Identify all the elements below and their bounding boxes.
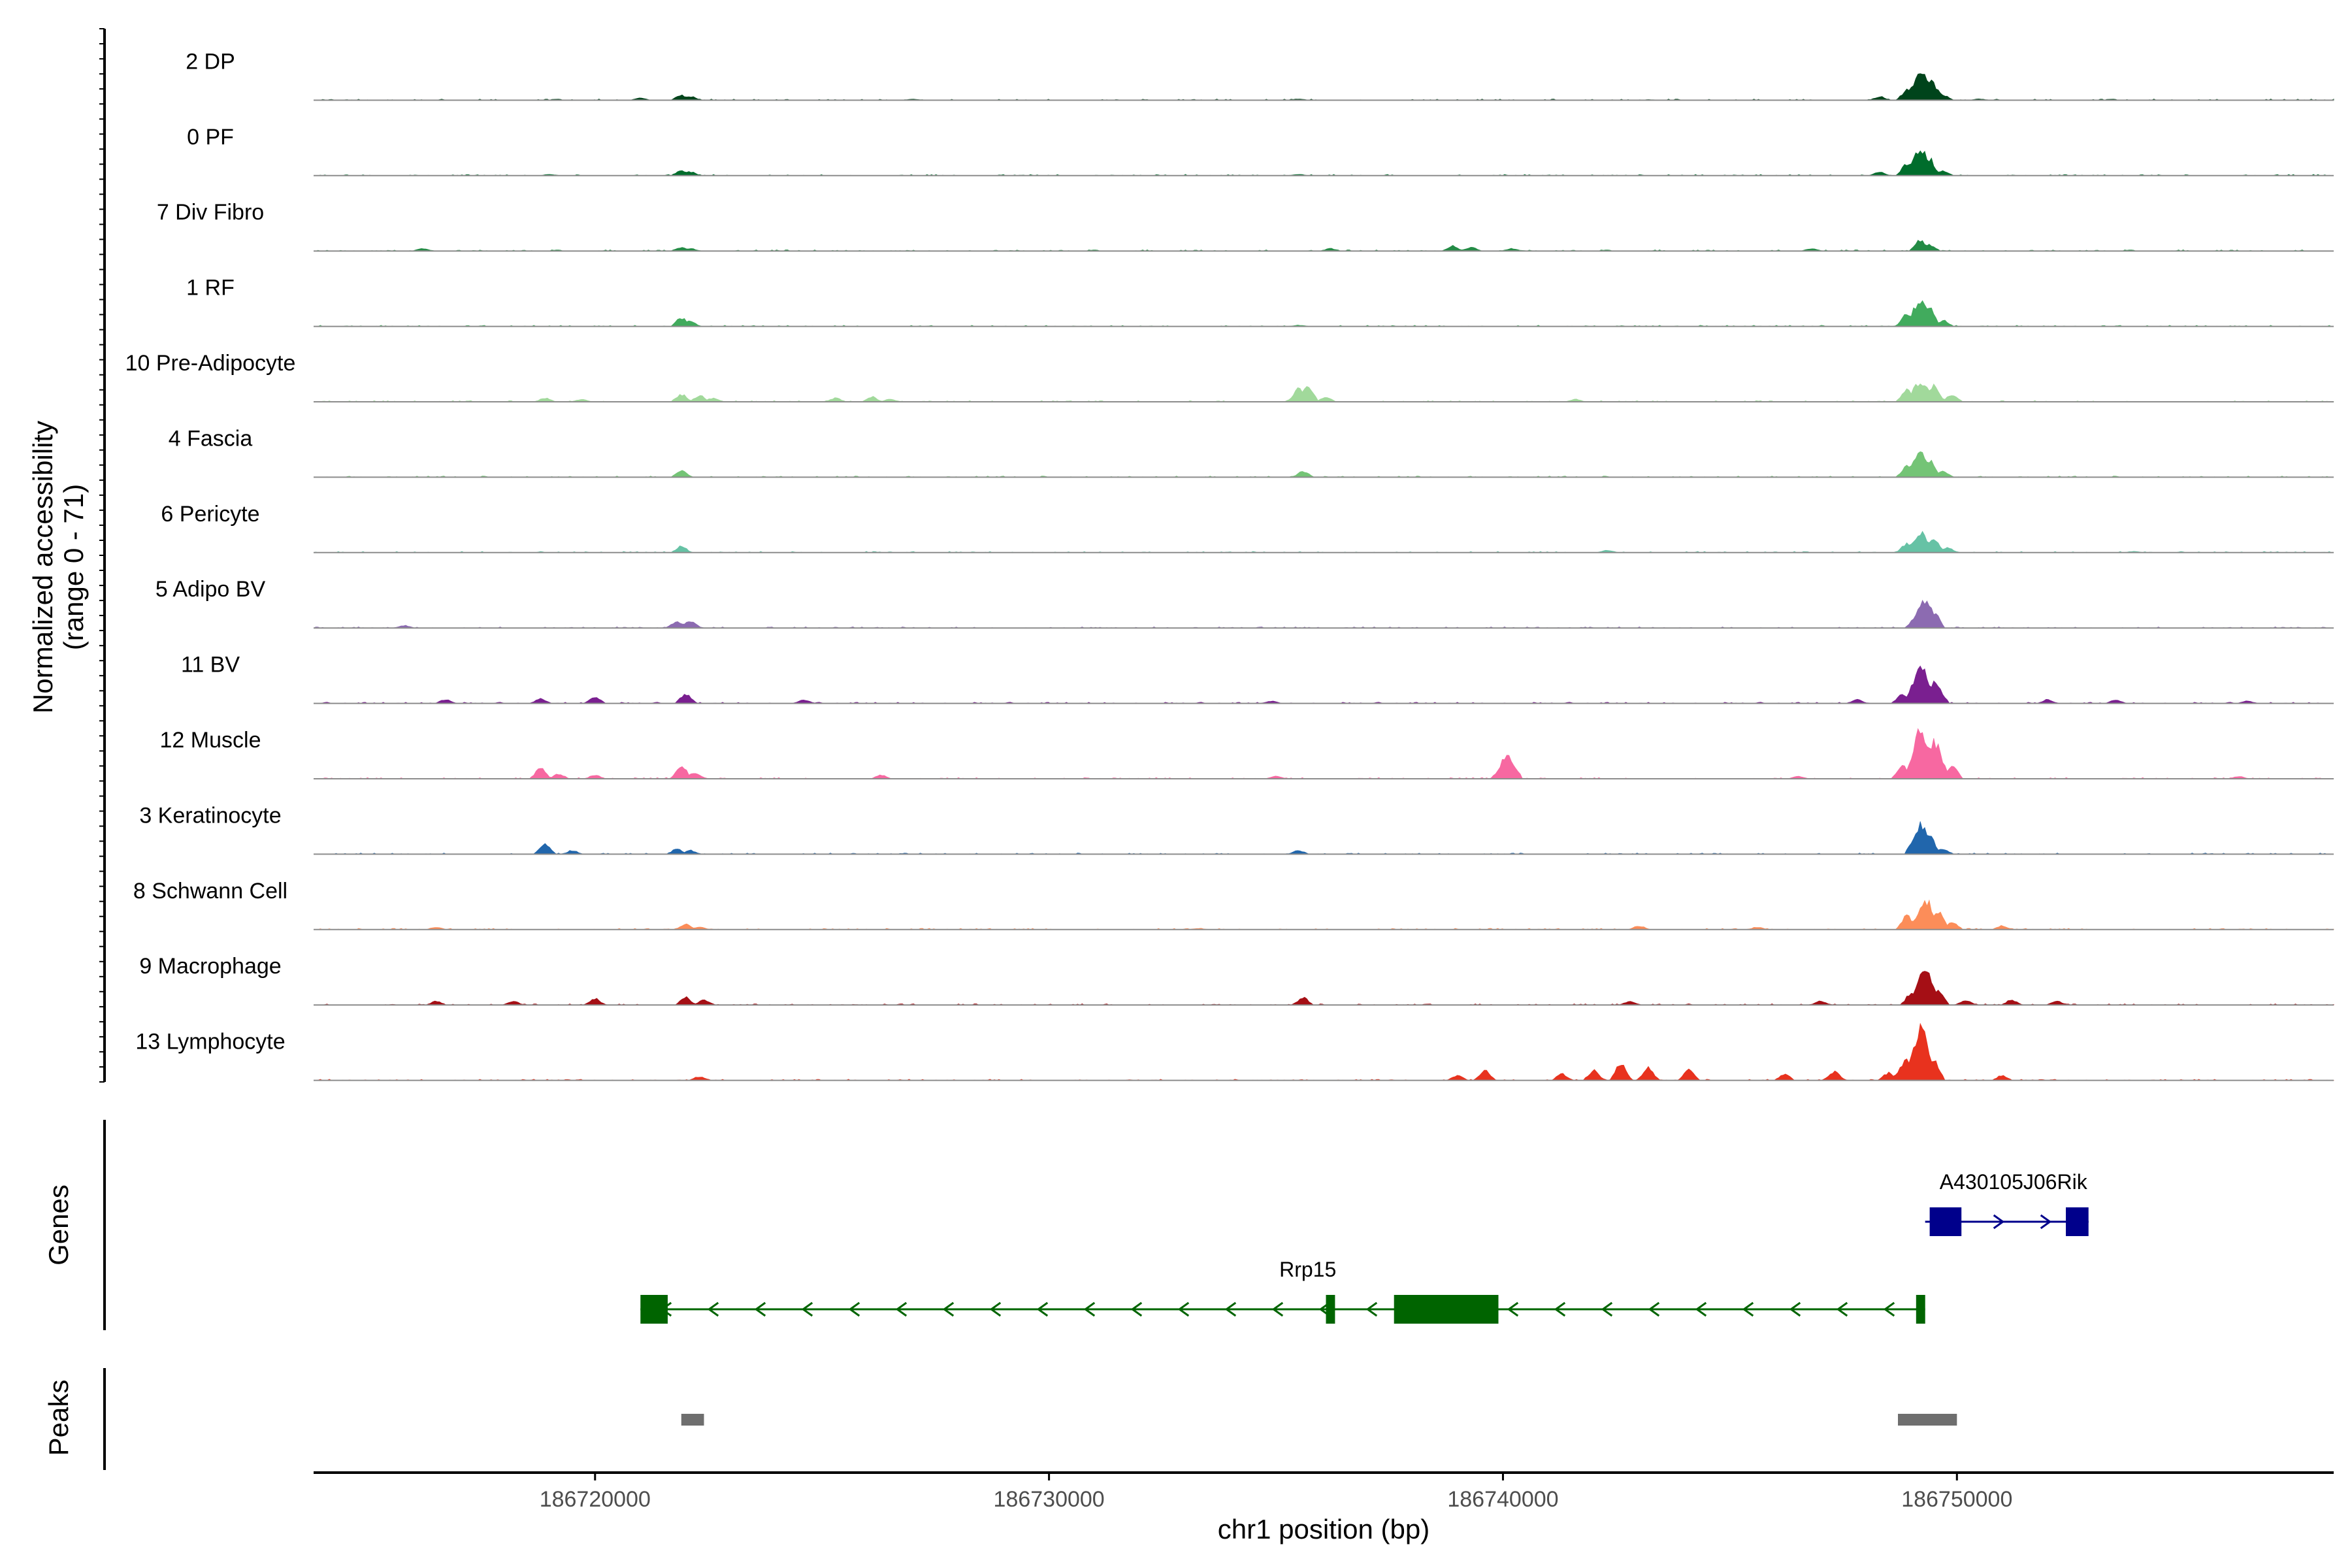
track-signal-4-fascia [314,451,2334,478]
gene-strand-arrow [1271,1301,1284,1317]
track-7-div-fibro: 7 Div Fibro [157,200,2334,252]
peaks-axis-title: Peaks [43,1380,74,1456]
peak-region [681,1414,704,1426]
gene-label-a430105j06rik: A430105J06Rik [1940,1170,2088,1194]
track-label-12-muscle: 12 Muscle [160,728,261,753]
x-axis-tick-label: 186740000 [1447,1487,1558,1512]
gene-strand-arrow [848,1301,860,1317]
track-signal-8-schwann-cell [314,899,2334,930]
gene-strand-arrow [1836,1301,1848,1317]
accessibility-y-axis [99,28,106,1083]
track-signal-12-muscle [314,728,2334,779]
track-label-1-rf: 1 RF [186,276,235,301]
track-signal-9-macrophage [314,971,2334,1005]
peaks-panel [681,1414,1957,1426]
track-6-pericyte: 6 Pericyte [161,502,2334,553]
gene-strand-arrow [1507,1301,1519,1317]
track-signal-5-adipo-bv [313,599,2334,629]
track-label-4-fascia: 4 Fascia [169,426,253,451]
x-axis-title: chr1 position (bp) [1218,1514,1430,1544]
track-12-muscle: 12 Muscle [160,728,2334,779]
gene-strand-arrow [1224,1301,1237,1317]
x-axis-tick-label: 186720000 [540,1487,651,1512]
track-label-8-schwann-cell: 8 Schwann Cell [133,879,287,904]
y-axis-title-line2-text: (range 0 - 71) [58,484,89,650]
track-signal-3-keratinocyte [314,821,2334,855]
gene-strand-arrow [2040,1214,2052,1230]
gene-strand-arrow [1695,1301,1707,1317]
gene-exon-rrp15 [640,1295,668,1324]
gene-exon-rrp15 [1326,1295,1335,1324]
track-signal-13-lymphocyte [314,1022,2334,1081]
y-axis-title-line1-text: Normalized accessibility [27,421,58,713]
track-signal-0-pf [314,150,2334,176]
track-signal-2-dp [314,73,2334,101]
track-label-10-pre-adipocyte: 10 Pre-Adipocyte [125,351,296,376]
track-1-rf: 1 RF [186,276,2334,327]
track-label-7-div-fibro: 7 Div Fibro [157,200,264,225]
gene-strand-arrow [707,1301,719,1317]
x-axis-tick-label: 186730000 [994,1487,1105,1512]
gene-strand-arrow [754,1301,766,1317]
track-signal-10-pre-adipocyte [314,383,2334,402]
track-label-6-pericyte: 6 Pericyte [161,502,259,527]
track-label-9-macrophage: 9 Macrophage [139,954,281,979]
gene-exon-a430105j06rik [1929,1207,1962,1236]
track-4-fascia: 4 Fascia [169,426,2334,478]
track-label-13-lymphocyte: 13 Lymphocyte [135,1030,285,1054]
track-label-5-adipo-bv: 5 Adipo BV [155,577,266,602]
track-3-keratinocyte: 3 Keratinocyte [139,803,2334,855]
gene-rrp15: Rrp15 [640,1258,1925,1324]
accessibility-tracks: 2 DP 0 PF 7 Div Fibro 1 RF 10 Pre-Adipocyte 4… [125,49,2334,1081]
gene-strand-arrow [1648,1301,1660,1317]
x-axis-tick-label: 186750000 [1901,1487,2012,1512]
track-label-2-dp: 2 DP [186,49,235,74]
gene-exon-rrp15 [1394,1295,1499,1324]
gene-strand-arrow [989,1301,1002,1317]
gene-label-rrp15: Rrp15 [1279,1258,1336,1281]
gene-strand-arrow [1789,1301,1801,1317]
track-label-0-pf: 0 PF [187,125,234,150]
gene-strand-arrow [1036,1301,1049,1317]
gene-strand-arrow [1993,1214,2005,1230]
track-8-schwann-cell: 8 Schwann Cell [133,879,2334,930]
x-axis-ticks: 186720000 186730000 186740000 186750000 [540,1473,2012,1512]
track-10-pre-adipocyte: 10 Pre-Adipocyte [125,351,2334,402]
genes-panel: A430105J06Rik Rrp15 [640,1170,2089,1324]
gene-strand-arrow [1177,1301,1190,1317]
track-5-adipo-bv: 5 Adipo BV [155,577,2334,629]
gene-strand-arrow [801,1301,813,1317]
peak-region [1898,1414,1957,1426]
track-2-dp: 2 DP [186,49,2334,101]
gene-strand-arrow [895,1301,907,1317]
gene-a430105j06rik: A430105J06Rik [1925,1170,2089,1236]
gene-strand-arrow [1554,1301,1566,1317]
track-signal-1-rf [314,300,2334,327]
gene-exon-a430105j06rik [2066,1207,2089,1236]
track-9-macrophage: 9 Macrophage [139,954,2334,1006]
gene-strand-arrow [1083,1301,1096,1317]
track-0-pf: 0 PF [187,125,2334,176]
track-signal-6-pericyte [313,531,2334,553]
gene-strand-arrow [1883,1301,1895,1317]
gene-strand-arrow [942,1301,955,1317]
track-signal-7-div-fibro [314,240,2334,252]
gene-strand-arrow [1601,1301,1613,1317]
track-13-lymphocyte: 13 Lymphocyte [135,1022,2334,1081]
track-label-3-keratinocyte: 3 Keratinocyte [139,803,281,828]
track-signal-11-bv [314,665,2334,704]
genes-axis-title: Genes [43,1184,74,1266]
gene-strand-arrow [1742,1301,1754,1317]
track-11-bv: 11 BV [181,653,2334,704]
gene-exon-rrp15 [1916,1295,1925,1324]
gene-strand-arrow [1365,1301,1378,1317]
gene-strand-arrow [1130,1301,1143,1317]
track-label-11-bv: 11 BV [181,653,240,678]
